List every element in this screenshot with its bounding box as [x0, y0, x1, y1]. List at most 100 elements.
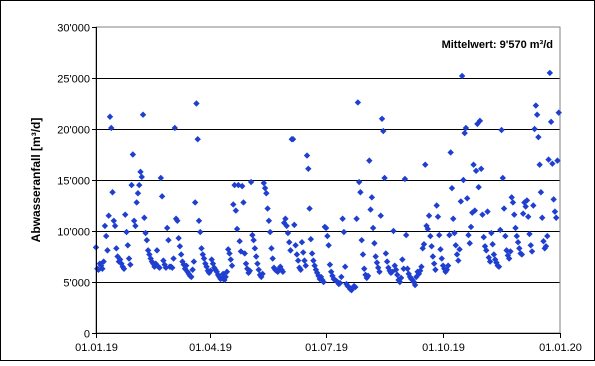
data-point [483, 247, 490, 254]
data-point [489, 241, 496, 248]
data-point [353, 215, 360, 222]
data-point [261, 184, 269, 192]
y-tick-label: 30'000 [57, 23, 90, 35]
data-point [500, 205, 508, 212]
data-point [294, 257, 302, 264]
data-point [133, 199, 140, 206]
data-point [466, 240, 473, 247]
data-point [283, 222, 290, 230]
data-point [512, 224, 519, 232]
data-point [505, 255, 513, 262]
data-point [157, 174, 165, 182]
data-point [100, 258, 107, 265]
data-point [324, 232, 331, 240]
data-point [228, 262, 236, 269]
data-point [207, 267, 214, 274]
data-point [354, 99, 362, 106]
data-point [432, 266, 439, 273]
data-point [480, 233, 487, 241]
data-point [101, 222, 109, 230]
data-point [227, 256, 234, 263]
data-point [326, 261, 334, 268]
data-point [287, 247, 294, 254]
data-point [484, 208, 491, 215]
data-point [254, 260, 261, 267]
data-point [213, 268, 220, 275]
data-point [158, 193, 166, 200]
data-point [364, 272, 372, 280]
x-tick-label: 01.07.19 [305, 342, 348, 354]
data-point [265, 217, 273, 224]
data-point [132, 222, 139, 230]
data-point [444, 262, 452, 269]
data-point [293, 251, 301, 258]
data-point [514, 239, 522, 246]
data-point [472, 167, 480, 175]
data-point [497, 226, 504, 234]
data-point [436, 231, 443, 239]
data-point [113, 245, 120, 252]
data-point [422, 161, 429, 168]
data-point [369, 224, 377, 232]
data-point [394, 271, 401, 279]
data-point [109, 189, 116, 196]
data-point [433, 202, 440, 209]
data-point [438, 255, 445, 262]
data-point [124, 242, 131, 249]
data-point [461, 129, 468, 137]
data-point [498, 126, 505, 134]
data-point [230, 201, 237, 208]
data-point [457, 198, 465, 205]
data-point [400, 265, 407, 272]
data-point [509, 199, 517, 206]
data-point [477, 165, 485, 172]
data-point [550, 196, 557, 203]
data-point [246, 267, 254, 274]
data-point [170, 255, 177, 262]
data-point [280, 219, 288, 227]
data-point [430, 260, 438, 267]
data-point [214, 271, 222, 279]
data-point [418, 263, 425, 270]
data-point [302, 262, 309, 269]
data-point [462, 124, 470, 132]
data-point [176, 243, 184, 250]
data-point [198, 245, 205, 252]
data-point [104, 247, 111, 254]
data-point [141, 214, 148, 221]
data-point [511, 211, 518, 218]
data-point [535, 133, 542, 141]
data-point [523, 197, 531, 204]
data-point [291, 221, 298, 229]
data-point [467, 223, 475, 231]
data-point [372, 253, 379, 260]
data-point [554, 157, 561, 164]
data-point [355, 178, 363, 186]
data-point [521, 199, 528, 206]
data-point [424, 225, 431, 233]
data-point [232, 207, 240, 214]
data-point [105, 212, 112, 219]
data-point [263, 190, 270, 197]
data-point [143, 236, 151, 244]
data-point [552, 214, 560, 221]
data-point [447, 149, 454, 156]
x-tick-label: 01.01.20 [539, 342, 582, 354]
data-point [142, 229, 149, 237]
data-point [530, 202, 537, 209]
data-point [453, 251, 461, 258]
data-point [519, 210, 527, 217]
data-point [247, 178, 255, 186]
data-point [377, 212, 384, 219]
data-point [368, 194, 376, 201]
data-point [452, 242, 459, 249]
data-point [174, 217, 181, 224]
axes: 0 5'000 10'000 15'000 20'000 25'000 30'000 01.0… [57, 23, 582, 355]
data-point [300, 249, 307, 256]
data-point [336, 279, 344, 287]
data-point [551, 208, 559, 215]
data-point [490, 251, 498, 258]
data-point [223, 268, 231, 275]
